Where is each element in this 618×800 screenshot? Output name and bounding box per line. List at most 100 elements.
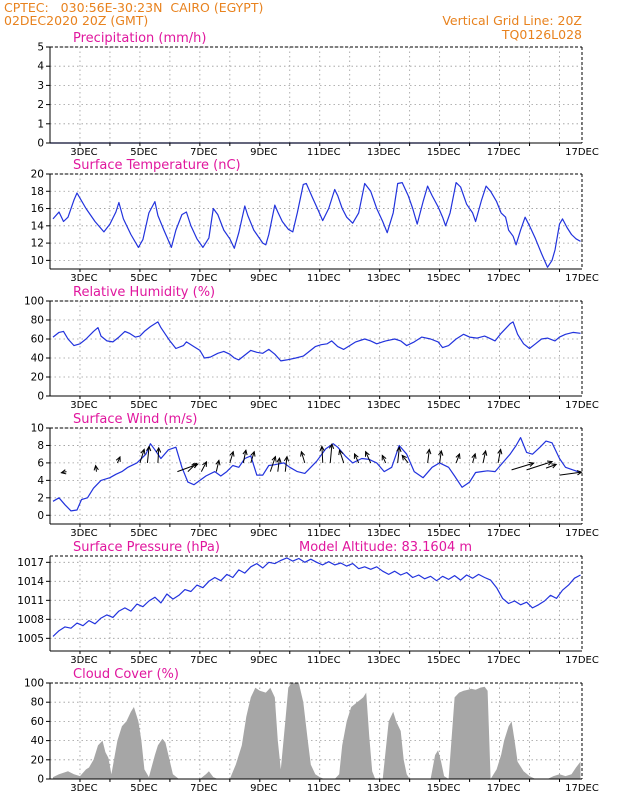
series-line-3	[52, 321, 581, 362]
wind-arrow	[155, 446, 162, 463]
x-tick-label: 13DEC	[367, 528, 401, 539]
wind-arrow	[276, 456, 282, 472]
y-tick-label: 8	[37, 440, 44, 452]
x-tick-label: 5DEC	[130, 147, 157, 158]
y-tick-label: 5	[37, 42, 44, 54]
wind-arrow	[283, 455, 290, 472]
x-tick-label: 5DEC	[130, 273, 157, 284]
y-tick-label: 1011	[17, 595, 44, 607]
y-tick-label: 12	[31, 238, 44, 250]
y-tick-label: 20	[31, 754, 44, 766]
x-tick-label: 15DEC	[427, 273, 461, 284]
y-tick-label: 0	[37, 138, 44, 150]
panel-4: 0 2 4 6 8 10 3DEC 5DEC 7DEC 9DEC 11DEC 13DEC 15DEC 17…	[31, 412, 599, 539]
series-line-5	[52, 557, 581, 637]
x-tick-label: 13DEC	[367, 147, 401, 158]
x-tick-label: 17DEC	[487, 655, 521, 666]
panel-5: 1005 1008 1011 1014 1017 3DEC 5DEC 7DEC 9DEC 11DE…	[17, 540, 599, 666]
x-tick-label: 13DEC	[367, 400, 401, 411]
wind-arrow	[471, 452, 477, 464]
y-tick-label: 20	[31, 372, 44, 384]
x-tick-label: 11DEC	[307, 783, 341, 794]
panel-2: 10 12 14 16 18 20 3DEC 5DEC 7DEC 9DEC 11DEC 13DEC 15…	[31, 158, 599, 284]
panel-title: Relative Humidity (%)	[73, 285, 215, 300]
x-tick-label: 17DEC	[487, 400, 521, 411]
wind-arrow	[338, 449, 345, 464]
wind-arrow	[482, 449, 488, 464]
wind-arrow	[426, 448, 432, 463]
panel-3: 0 20 40 60 80 100 3DEC 5DEC 7DEC 9DEC 11DEC 13DEC 15…	[24, 285, 599, 411]
wind-arrow	[319, 445, 325, 463]
x-tick-label: 13DEC	[367, 273, 401, 284]
x-tick-label: 7DEC	[190, 273, 217, 284]
header-location: CPTEC: 030:56E-30:23N CAIRO (EGYPT)	[4, 0, 263, 15]
y-tick-label: 16	[31, 203, 45, 215]
x-tick-label: 3DEC	[70, 655, 97, 666]
wind-arrow	[269, 455, 277, 472]
x-tick-label: 15DEC	[427, 783, 461, 794]
x-tick-label: 11DEC	[307, 400, 341, 411]
header-datetime: 02DEC2020 20Z (GMT)	[4, 13, 148, 28]
x-tick-label: 5DEC	[130, 528, 157, 539]
panel-6: 0 20 40 60 80 100 3DEC 5DEC 7DEC 9DEC 11DEC 13DEC 15…	[24, 667, 599, 794]
x-tick-label: 9DEC	[250, 400, 277, 411]
x-tick-label: 17DEC	[565, 147, 599, 158]
x-tick-label: 9DEC	[250, 655, 277, 666]
x-tick-label: 15DEC	[427, 528, 461, 539]
wind-arrow	[139, 448, 146, 464]
x-tick-label: 11DEC	[307, 147, 341, 158]
x-tick-label: 15DEC	[427, 655, 461, 666]
series-line-4	[52, 437, 581, 512]
wind-arrow	[511, 461, 535, 471]
header-grid-note: Vertical Grid Line: 20Z	[442, 13, 582, 28]
x-tick-label: 9DEC	[250, 528, 277, 539]
y-tick-label: 0	[37, 510, 44, 522]
x-tick-label: 17DEC	[487, 273, 521, 284]
x-tick-label: 5DEC	[130, 783, 157, 794]
x-tick-label: 17DEC	[565, 783, 599, 794]
x-tick-label: 17DEC	[487, 783, 521, 794]
y-tick-label: 0	[37, 774, 44, 786]
x-tick-label: 11DEC	[307, 655, 341, 666]
y-tick-label: 80	[31, 315, 44, 327]
x-tick-label: 7DEC	[190, 528, 217, 539]
y-tick-label: 2	[37, 492, 44, 504]
x-tick-label: 7DEC	[190, 783, 217, 794]
y-tick-label: 10	[31, 423, 44, 435]
y-tick-label: 2	[37, 99, 44, 111]
y-tick-label: 10	[31, 255, 44, 267]
x-tick-label: 3DEC	[70, 783, 97, 794]
wind-arrow	[497, 448, 503, 464]
x-tick-label: 17DEC	[565, 655, 599, 666]
wind-arrow	[396, 446, 402, 463]
x-tick-label: 11DEC	[307, 273, 341, 284]
x-tick-label: 3DEC	[70, 528, 97, 539]
x-tick-label: 13DEC	[367, 655, 401, 666]
y-tick-label: 80	[31, 697, 44, 709]
y-tick-label: 1008	[17, 614, 44, 626]
x-tick-label: 9DEC	[250, 783, 277, 794]
wind-arrow	[559, 470, 583, 476]
x-tick-label: 17DEC	[487, 528, 521, 539]
x-tick-label: 3DEC	[70, 147, 97, 158]
cloud-cover-area	[53, 683, 581, 779]
wind-arrow	[300, 450, 306, 464]
panel-title: Surface Pressure (hPa)	[73, 540, 220, 555]
y-tick-label: 1017	[17, 557, 44, 569]
wind-arrow	[115, 455, 121, 464]
x-tick-label: 5DEC	[130, 400, 157, 411]
x-tick-label: 17DEC	[565, 273, 599, 284]
wind-arrow	[229, 450, 235, 464]
y-tick-label: 100	[24, 296, 44, 308]
x-tick-label: 9DEC	[250, 273, 277, 284]
x-tick-label: 13DEC	[367, 783, 401, 794]
y-tick-label: 100	[24, 678, 44, 690]
wind-arrow	[353, 452, 360, 464]
wind-arrow	[146, 445, 152, 463]
x-tick-label: 15DEC	[427, 400, 461, 411]
wind-arrow	[455, 452, 461, 464]
wind-arrow	[381, 454, 387, 464]
y-tick-label: 60	[31, 334, 44, 346]
wind-arrow	[365, 450, 372, 464]
